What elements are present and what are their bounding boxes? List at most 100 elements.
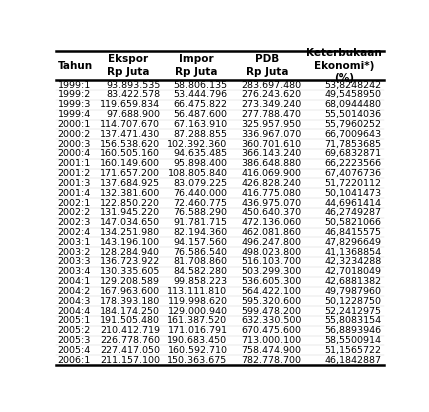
Text: 2000:1: 2000:1 bbox=[57, 120, 91, 129]
Text: 53.444.796: 53.444.796 bbox=[173, 91, 227, 99]
Text: 2000:2: 2000:2 bbox=[57, 130, 91, 139]
Text: 325.957.950: 325.957.950 bbox=[241, 120, 302, 129]
Text: 210.412.719: 210.412.719 bbox=[100, 326, 160, 335]
Text: 47,8296649: 47,8296649 bbox=[325, 238, 382, 247]
Text: 2003:3: 2003:3 bbox=[57, 258, 91, 267]
Text: 227.417.050: 227.417.050 bbox=[100, 346, 160, 355]
Text: 273.349.240: 273.349.240 bbox=[241, 100, 302, 109]
Text: 632.330.500: 632.330.500 bbox=[241, 316, 302, 325]
Text: 114.707.670: 114.707.670 bbox=[100, 120, 160, 129]
Text: 67.163.910: 67.163.910 bbox=[173, 120, 227, 129]
Text: 2004:1: 2004:1 bbox=[57, 277, 91, 286]
Text: 56.487.600: 56.487.600 bbox=[174, 110, 227, 119]
Text: 2003:1: 2003:1 bbox=[57, 238, 91, 247]
Text: 119.998.620: 119.998.620 bbox=[168, 297, 227, 306]
Text: 71,7853685: 71,7853685 bbox=[325, 140, 382, 149]
Text: 1999:3: 1999:3 bbox=[57, 100, 91, 109]
Text: 132.381.600: 132.381.600 bbox=[100, 189, 160, 198]
Text: 53,8248242: 53,8248242 bbox=[325, 81, 382, 90]
Text: 276.243.620: 276.243.620 bbox=[241, 91, 302, 99]
Text: 108.805.840: 108.805.840 bbox=[168, 169, 227, 178]
Text: 84.582.280: 84.582.280 bbox=[174, 267, 227, 276]
Text: Keterbukaan
Ekonomi*)
(%): Keterbukaan Ekonomi*) (%) bbox=[306, 48, 382, 83]
Text: 171.657.200: 171.657.200 bbox=[100, 169, 160, 178]
Text: 55,5014036: 55,5014036 bbox=[325, 110, 382, 119]
Text: 191.505.480: 191.505.480 bbox=[100, 316, 160, 325]
Text: 50,1228750: 50,1228750 bbox=[325, 297, 382, 306]
Text: 2003:4: 2003:4 bbox=[57, 267, 91, 276]
Text: 2002:1: 2002:1 bbox=[57, 199, 91, 208]
Text: 386.648.880: 386.648.880 bbox=[241, 159, 302, 168]
Text: 97.688.900: 97.688.900 bbox=[106, 110, 160, 119]
Text: 2005:2: 2005:2 bbox=[57, 326, 91, 335]
Text: 42,3234288: 42,3234288 bbox=[324, 258, 382, 267]
Text: 81.708.860: 81.708.860 bbox=[174, 258, 227, 267]
Text: 68,0944480: 68,0944480 bbox=[325, 100, 382, 109]
Text: 360.701.610: 360.701.610 bbox=[241, 140, 302, 149]
Text: 2005:1: 2005:1 bbox=[57, 316, 91, 325]
Text: 1999:1: 1999:1 bbox=[57, 81, 91, 90]
Text: 178.393.180: 178.393.180 bbox=[100, 297, 160, 306]
Text: 76.588.290: 76.588.290 bbox=[174, 208, 227, 217]
Text: 2001:1: 2001:1 bbox=[57, 159, 91, 168]
Text: 161.387.520: 161.387.520 bbox=[167, 316, 227, 325]
Text: 366.143.240: 366.143.240 bbox=[241, 150, 302, 158]
Text: 595.320.600: 595.320.600 bbox=[241, 297, 302, 306]
Text: 336.967.070: 336.967.070 bbox=[241, 130, 302, 139]
Text: 49,5458950: 49,5458950 bbox=[325, 91, 382, 99]
Text: 50,1041473: 50,1041473 bbox=[325, 189, 382, 198]
Text: 2000:4: 2000:4 bbox=[57, 150, 91, 158]
Text: 66.475.822: 66.475.822 bbox=[174, 100, 227, 109]
Text: 137.684.925: 137.684.925 bbox=[100, 179, 160, 188]
Text: 450.640.370: 450.640.370 bbox=[241, 208, 302, 217]
Text: Ekspor
Rp Juta: Ekspor Rp Juta bbox=[107, 54, 150, 77]
Text: 95.898.400: 95.898.400 bbox=[174, 159, 227, 168]
Text: 2000:3: 2000:3 bbox=[57, 140, 91, 149]
Text: 129.000.940: 129.000.940 bbox=[168, 307, 227, 316]
Text: 599.478.200: 599.478.200 bbox=[242, 307, 302, 316]
Text: 99.858.223: 99.858.223 bbox=[173, 277, 227, 286]
Text: 46,1842887: 46,1842887 bbox=[325, 356, 382, 365]
Text: 66,7009643: 66,7009643 bbox=[325, 130, 382, 139]
Text: 516.103.700: 516.103.700 bbox=[241, 258, 302, 267]
Text: 82.194.360: 82.194.360 bbox=[173, 228, 227, 237]
Text: 436.975.070: 436.975.070 bbox=[241, 199, 302, 208]
Text: 283.697.480: 283.697.480 bbox=[241, 81, 302, 90]
Text: Tahun: Tahun bbox=[57, 61, 93, 70]
Text: 1999:2: 1999:2 bbox=[57, 91, 91, 99]
Text: PDB
Rp Juta: PDB Rp Juta bbox=[246, 54, 288, 77]
Text: 134.251.980: 134.251.980 bbox=[100, 228, 160, 237]
Text: 564.422.100: 564.422.100 bbox=[242, 287, 302, 296]
Text: 713.000.100: 713.000.100 bbox=[241, 336, 302, 345]
Text: 416.069.900: 416.069.900 bbox=[242, 169, 302, 178]
Text: 58.806.135: 58.806.135 bbox=[173, 81, 227, 90]
Text: 49,7987960: 49,7987960 bbox=[325, 287, 382, 296]
Text: 171.016.791: 171.016.791 bbox=[168, 326, 227, 335]
Text: 156.538.620: 156.538.620 bbox=[100, 140, 160, 149]
Text: 131.945.220: 131.945.220 bbox=[100, 208, 160, 217]
Text: 498.023.800: 498.023.800 bbox=[241, 248, 302, 257]
Text: 128.284.940: 128.284.940 bbox=[100, 248, 160, 257]
Text: 2001:4: 2001:4 bbox=[57, 189, 91, 198]
Text: 782.778.700: 782.778.700 bbox=[242, 356, 302, 365]
Text: 2004:4: 2004:4 bbox=[57, 307, 91, 316]
Text: 472.136.060: 472.136.060 bbox=[241, 218, 302, 227]
Text: 160.149.600: 160.149.600 bbox=[100, 159, 160, 168]
Text: 462.081.860: 462.081.860 bbox=[242, 228, 302, 237]
Text: 416.775.080: 416.775.080 bbox=[242, 189, 302, 198]
Text: 130.335.605: 130.335.605 bbox=[100, 267, 160, 276]
Text: 66,2223566: 66,2223566 bbox=[325, 159, 382, 168]
Text: 56,8893946: 56,8893946 bbox=[325, 326, 382, 335]
Text: 102.392.360: 102.392.360 bbox=[167, 140, 227, 149]
Text: 503.299.300: 503.299.300 bbox=[241, 267, 302, 276]
Text: 226.778.760: 226.778.760 bbox=[100, 336, 160, 345]
Text: 496.247.800: 496.247.800 bbox=[242, 238, 302, 247]
Text: 2005:4: 2005:4 bbox=[57, 346, 91, 355]
Text: 76.586.540: 76.586.540 bbox=[174, 248, 227, 257]
Text: 55,7960252: 55,7960252 bbox=[325, 120, 382, 129]
Text: 87.288.855: 87.288.855 bbox=[174, 130, 227, 139]
Text: 46,8415575: 46,8415575 bbox=[325, 228, 382, 237]
Text: 51,7220112: 51,7220112 bbox=[325, 179, 382, 188]
Text: 2005:3: 2005:3 bbox=[57, 336, 91, 345]
Text: 46,2749287: 46,2749287 bbox=[325, 208, 382, 217]
